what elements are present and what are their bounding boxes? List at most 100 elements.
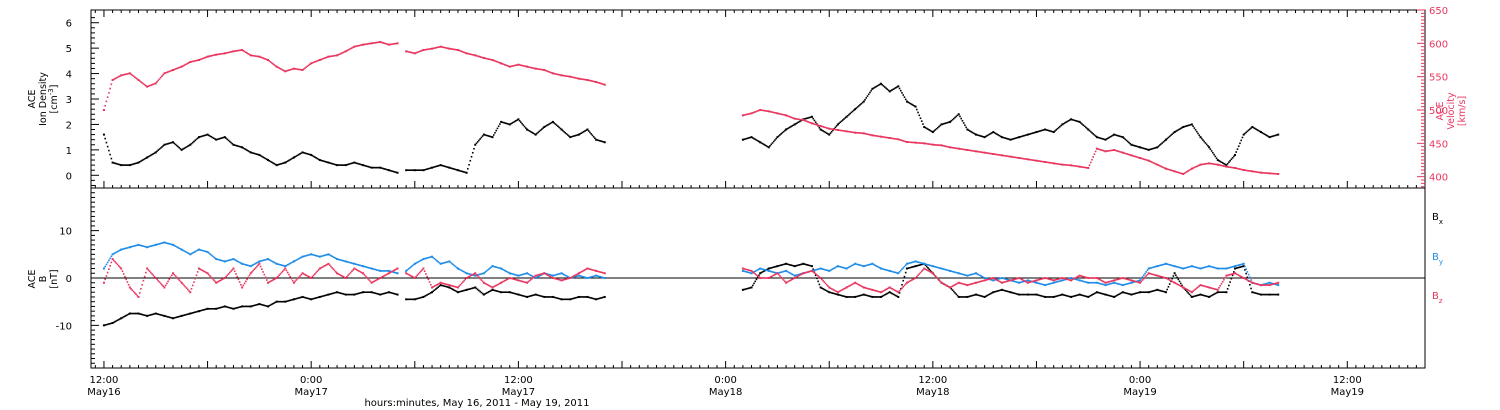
b-field-point bbox=[779, 271, 781, 274]
time-axis-title: hours:minutes, May 16, 2011 - May 19, 20… bbox=[364, 398, 589, 409]
density-point bbox=[761, 142, 764, 145]
b-field-point bbox=[1020, 278, 1023, 281]
velocity-point bbox=[919, 142, 922, 144]
b-field-point bbox=[596, 298, 599, 300]
density-point bbox=[448, 166, 451, 169]
b-field-point bbox=[1068, 295, 1071, 298]
density-point bbox=[110, 157, 113, 160]
b-field-point bbox=[1026, 281, 1029, 284]
b-field-point bbox=[1212, 266, 1214, 268]
b-field-point bbox=[1056, 280, 1059, 283]
b-field-point bbox=[541, 273, 543, 275]
b-field-point bbox=[1241, 276, 1244, 279]
velocity-point bbox=[386, 43, 389, 46]
b-field-point bbox=[1231, 266, 1234, 268]
b-field-point bbox=[777, 265, 780, 267]
velocity-point bbox=[1237, 168, 1240, 170]
b-field-point bbox=[1060, 277, 1062, 280]
velocity-point bbox=[1207, 162, 1209, 165]
b-field-point bbox=[1110, 295, 1113, 298]
velocity-point bbox=[1204, 163, 1207, 165]
b-field-point bbox=[1081, 294, 1083, 297]
velocity-point bbox=[391, 43, 394, 45]
velocity-point bbox=[1072, 164, 1075, 167]
velocity-point bbox=[389, 43, 391, 46]
density-tick-label: 2 bbox=[66, 120, 72, 131]
b-field-point bbox=[394, 269, 396, 271]
b-field-point bbox=[138, 292, 141, 294]
b-field-point bbox=[1071, 278, 1074, 281]
b-field-point bbox=[935, 266, 938, 268]
b-field-point bbox=[162, 285, 164, 287]
velocity-point bbox=[1108, 149, 1111, 152]
velocity-point bbox=[1173, 170, 1176, 173]
b-field-point bbox=[394, 293, 396, 295]
density-point bbox=[182, 148, 184, 150]
density-point bbox=[1145, 148, 1148, 150]
b-field-point bbox=[291, 279, 294, 282]
b-field-point bbox=[939, 267, 942, 269]
b-field-point bbox=[1030, 293, 1033, 296]
b-field-point bbox=[128, 286, 131, 289]
velocity-point bbox=[1101, 149, 1103, 151]
b-field-point bbox=[332, 268, 335, 271]
b-field-point bbox=[262, 304, 264, 306]
b-field-point bbox=[1182, 267, 1185, 270]
b-field-point bbox=[991, 277, 993, 280]
velocity-point bbox=[1129, 154, 1132, 156]
b-field-point bbox=[365, 291, 368, 294]
b-field-point bbox=[866, 294, 869, 297]
density-point bbox=[166, 143, 168, 145]
b-field-point bbox=[475, 287, 478, 290]
b-field-point bbox=[291, 261, 294, 263]
velocity-point bbox=[1151, 161, 1154, 164]
velocity-point bbox=[1184, 171, 1187, 174]
b-field-point bbox=[494, 266, 496, 268]
density-point bbox=[447, 166, 449, 169]
b-field-point bbox=[1003, 281, 1006, 283]
density-point bbox=[902, 94, 905, 96]
b-field-point bbox=[439, 262, 442, 265]
b-field-point bbox=[1114, 295, 1117, 298]
density-point bbox=[142, 158, 145, 161]
b-field-point bbox=[1081, 280, 1083, 282]
b-field-point bbox=[141, 313, 143, 316]
b-field-point bbox=[422, 267, 425, 270]
b-field-point bbox=[412, 276, 415, 279]
b-field-point bbox=[1061, 277, 1064, 279]
density-point bbox=[1220, 161, 1223, 164]
velocity-point bbox=[1007, 155, 1009, 158]
b-field-point bbox=[978, 280, 981, 283]
b-field-point bbox=[159, 314, 162, 316]
b-field-point bbox=[1176, 283, 1178, 285]
b-field-point bbox=[180, 281, 183, 284]
b-field-point bbox=[1141, 276, 1144, 278]
velocity-point bbox=[259, 56, 262, 58]
b-field-point bbox=[1134, 292, 1136, 295]
density-point bbox=[453, 168, 456, 170]
b-field-point bbox=[774, 273, 776, 276]
velocity-point bbox=[228, 51, 231, 53]
b-field-point bbox=[824, 269, 827, 271]
density-point bbox=[105, 141, 108, 144]
b-field-point bbox=[254, 262, 257, 265]
b-field-point bbox=[277, 300, 279, 303]
b-field-point bbox=[539, 295, 542, 297]
velocity-point bbox=[1267, 172, 1270, 175]
velocity-point bbox=[182, 65, 184, 67]
b-field-point bbox=[795, 274, 797, 277]
velocity-point bbox=[471, 53, 474, 56]
density-point bbox=[138, 161, 141, 163]
b-field-point bbox=[821, 287, 823, 289]
b-field-point bbox=[1082, 275, 1085, 278]
b-field-point bbox=[288, 299, 290, 302]
b-field-point bbox=[379, 277, 382, 279]
b-field-point bbox=[518, 294, 521, 296]
b-field-point bbox=[763, 277, 765, 279]
density-point bbox=[169, 142, 172, 144]
velocity-point bbox=[988, 152, 991, 155]
density-point bbox=[418, 169, 421, 171]
b-field-point bbox=[587, 268, 590, 270]
velocity-point bbox=[210, 55, 213, 57]
b-field-point bbox=[267, 305, 270, 308]
